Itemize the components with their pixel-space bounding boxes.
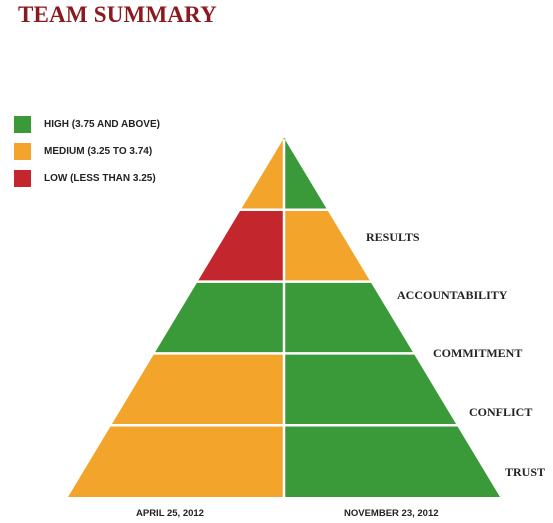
pyramid-cell-conflict-left (111, 354, 283, 424)
level-label-accountability: ACCOUNTABILITY (397, 288, 508, 302)
legend-label-low: LOW (LESS THAN 3.25) (44, 172, 156, 184)
pyramid-cell-conflict-right (285, 354, 457, 424)
legend: HIGH (3.75 AND ABOVE) MEDIUM (3.25 TO 3.… (14, 114, 160, 195)
pyramid-cell-trust-right (285, 426, 500, 497)
pyramid-cell-results-left (241, 138, 284, 209)
legend-label-high: HIGH (3.75 AND ABOVE) (44, 118, 160, 130)
pyramid-cell-results-right (284, 138, 327, 209)
legend-item-low: LOW (LESS THAN 3.25) (14, 168, 160, 188)
legend-swatch-high (14, 115, 31, 133)
legend-label-medium: MEDIUM (3.25 TO 3.74) (44, 145, 153, 157)
pyramid-cell-commitment-right (285, 282, 413, 353)
pyramid-cell-trust-left (68, 426, 283, 497)
page-title: TEAM SUMMARY (18, 2, 217, 27)
pyramid-cell-commitment-left (155, 282, 283, 353)
level-label-trust: TRUST (505, 465, 546, 479)
date-label-right: NOVEMBER 23, 2012 (344, 508, 439, 519)
legend-item-medium: MEDIUM (3.25 TO 3.74) (14, 141, 160, 161)
date-label-left: APRIL 25, 2012 (136, 508, 204, 519)
legend-swatch-low (14, 169, 31, 187)
level-label-results: RESULTS (366, 230, 420, 244)
legend-item-high: HIGH (3.75 AND ABOVE) (14, 114, 160, 134)
level-label-conflict: CONFLICT (469, 405, 533, 419)
legend-swatch-medium (14, 142, 31, 160)
pyramid-cell-accountability-right (285, 211, 370, 281)
level-label-commitment: COMMITMENT (433, 346, 523, 360)
pyramid-cell-accountability-left (198, 211, 283, 281)
